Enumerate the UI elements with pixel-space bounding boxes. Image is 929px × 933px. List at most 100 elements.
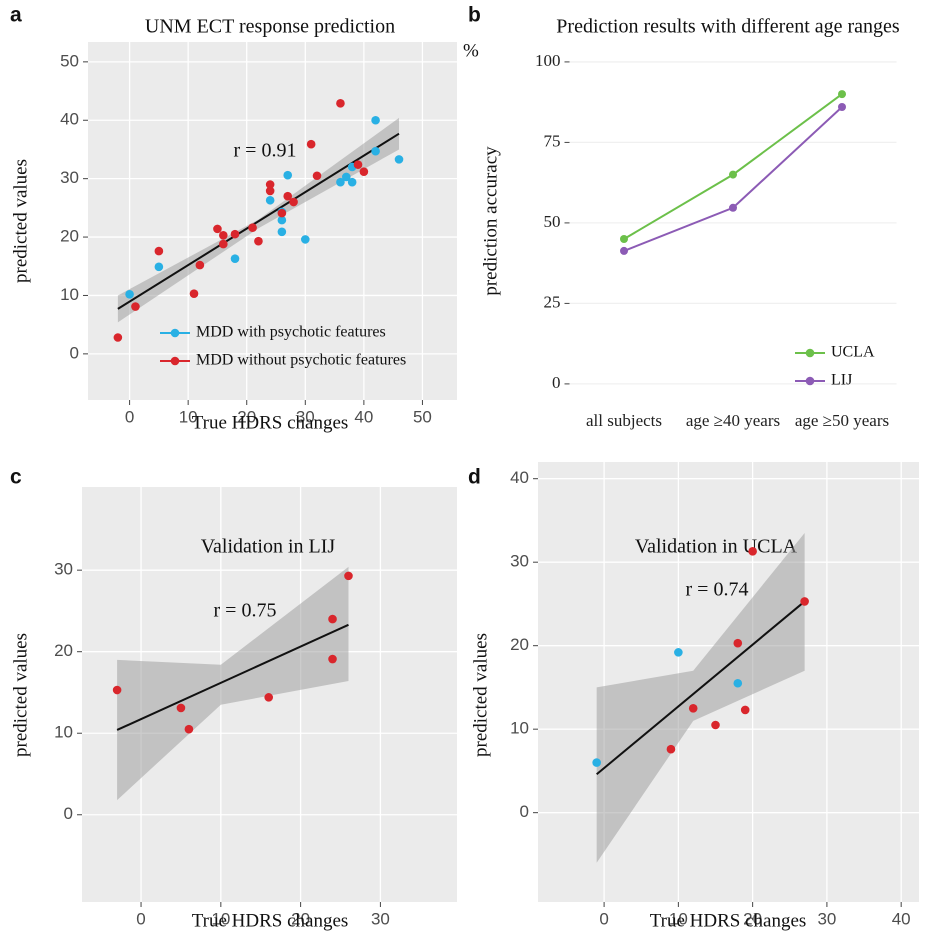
point — [189, 289, 199, 299]
point — [125, 289, 134, 299]
point — [347, 177, 357, 187]
point — [176, 703, 186, 713]
legend-marker — [805, 348, 815, 358]
point — [254, 236, 263, 246]
panel-label: b — [468, 4, 481, 27]
fit-line — [596, 600, 806, 776]
x-tick-label: 20 — [743, 909, 762, 928]
annotation: r = 0.91 — [234, 140, 297, 162]
x-tick-label: all subjects — [586, 411, 662, 430]
y-tick-label: 50 — [60, 51, 79, 70]
y-tick-label: 20 — [510, 635, 529, 654]
point — [219, 239, 228, 249]
x-axis-label: True HDRS changes — [192, 412, 349, 433]
point — [740, 705, 750, 715]
x-tick-label: 50 — [413, 407, 432, 426]
point — [265, 180, 275, 189]
x-tick-label: 20 — [291, 909, 310, 928]
point — [113, 333, 123, 342]
point — [306, 139, 316, 149]
y-tick-label: 25 — [544, 292, 561, 311]
annotation: r = 0.75 — [214, 600, 277, 622]
legend-marker — [170, 356, 180, 366]
panel-label: a — [10, 4, 22, 27]
y-tick-label: 10 — [54, 723, 73, 742]
y-tick-label: 10 — [510, 719, 529, 738]
plot-background — [88, 42, 457, 400]
point — [620, 246, 628, 255]
y-tick-label: 30 — [54, 560, 73, 579]
point — [748, 547, 757, 556]
point — [838, 90, 846, 99]
legend-label: MDD with psychotic features — [196, 324, 386, 341]
point — [353, 160, 363, 169]
point — [711, 720, 720, 730]
point — [328, 654, 337, 664]
point — [112, 685, 122, 695]
point — [666, 744, 676, 754]
point — [184, 724, 194, 734]
point — [277, 215, 287, 225]
point — [688, 703, 698, 713]
y-tick-label: 0 — [64, 804, 73, 823]
y-tick-label: 20 — [60, 227, 79, 246]
point — [800, 597, 809, 606]
point — [277, 208, 287, 218]
point — [838, 102, 846, 111]
x-tick-label: 0 — [599, 909, 608, 928]
point — [265, 186, 275, 196]
x-tick-label: 30 — [371, 909, 390, 928]
point — [371, 146, 380, 156]
x-tick-label: 20 — [237, 407, 256, 426]
point — [131, 302, 140, 311]
y-tick-label: 40 — [510, 468, 529, 487]
point — [154, 262, 164, 272]
point — [674, 648, 683, 657]
x-tick-label: 10 — [179, 407, 198, 426]
point — [264, 693, 274, 702]
x-tick-label: 10 — [211, 909, 230, 928]
chart-title: Prediction results with different age ra… — [556, 16, 900, 38]
x-tick-label: 40 — [354, 407, 373, 426]
y-tick-label: 10 — [60, 285, 79, 304]
chart-title: UNM ECT response prediction — [145, 16, 395, 38]
point — [729, 170, 737, 179]
point — [230, 229, 240, 239]
legend-marker — [805, 376, 815, 386]
point — [230, 254, 240, 263]
legend-label: UCLA — [831, 344, 875, 361]
x-tick-label: 40 — [892, 909, 911, 928]
point — [154, 246, 164, 256]
y-tick-label: 0 — [70, 343, 79, 362]
chart-title: Validation in UCLA — [635, 536, 798, 558]
point — [289, 197, 298, 207]
y-tick-label: 0 — [520, 802, 529, 821]
point — [195, 260, 205, 270]
point — [248, 223, 257, 233]
y-tick-label: 30 — [60, 168, 79, 187]
point — [283, 170, 293, 180]
confidence-band — [117, 566, 349, 801]
legend-label: MDD without psychotic features — [196, 352, 406, 369]
y-tick-label: 0 — [552, 373, 561, 392]
point — [733, 678, 743, 688]
x-tick-label: age ≥40 years — [686, 411, 780, 430]
legend-label: LIJ — [831, 372, 852, 389]
point — [729, 203, 737, 212]
point — [265, 195, 275, 205]
y-tick-label: 20 — [54, 641, 73, 660]
point — [283, 191, 293, 201]
confidence-band — [596, 532, 805, 863]
y-tick-label: 30 — [510, 552, 529, 571]
point — [733, 638, 743, 648]
x-axis-label: True HDRS changes — [192, 910, 349, 931]
y-unit: % — [463, 40, 479, 61]
y-tick-label: 100 — [535, 51, 561, 70]
x-tick-label: 30 — [817, 909, 836, 928]
point — [328, 614, 337, 624]
legend-marker — [170, 328, 180, 338]
x-tick-label: 0 — [136, 909, 145, 928]
panel-label: d — [468, 466, 481, 489]
annotation: r = 0.74 — [686, 579, 749, 601]
